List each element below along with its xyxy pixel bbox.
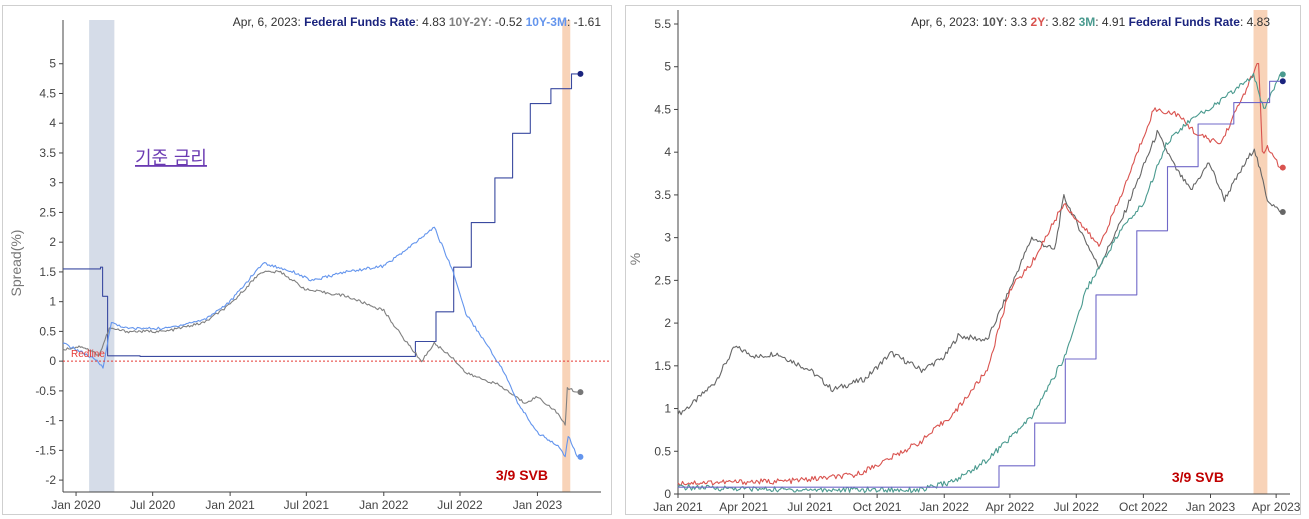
series-line-10y xyxy=(677,129,1281,416)
y-tick-label: 5.5 xyxy=(654,17,671,31)
x-tick-label: Jan 2023 xyxy=(513,498,563,512)
y-tick-label: 5 xyxy=(49,57,56,71)
y-tick-label: 2.5 xyxy=(654,273,671,287)
x-tick-label: Jul 2022 xyxy=(1054,500,1100,514)
y-axis-label: Spread(%) xyxy=(8,230,24,297)
x-tick-label: Jul 2021 xyxy=(284,498,330,512)
tooltip-header: Apr, 6, 2023: 10Y: 3.3 2Y: 3.82 3M: 4.91… xyxy=(911,15,1270,29)
shaded-period-1 xyxy=(562,20,571,492)
x-tick-label: Jul 2022 xyxy=(437,498,483,512)
tooltip-series-name: Federal Funds Rate xyxy=(304,15,416,29)
y-tick-label: -1 xyxy=(45,414,56,428)
y-tick-label: 3 xyxy=(664,231,671,245)
tooltip-series-value: : 4.83 xyxy=(1240,15,1270,29)
y-tick-label: 4.5 xyxy=(39,86,56,100)
y-tick-label: 3.5 xyxy=(654,188,671,202)
svb-annotation: 3/9 SVB xyxy=(496,467,548,483)
x-tick-label: Jul 2020 xyxy=(130,498,176,512)
y-tick-label: 1.5 xyxy=(39,265,56,279)
chart-panel-spread: 5 4.5 4 3.5 3 2.5 2 1.5 1 0.5 0 -0.5 -1 -1.5 -2 Jan 202… xyxy=(2,5,612,515)
series-end-point xyxy=(577,453,584,460)
tooltip-series-name: 2Y xyxy=(1031,15,1046,29)
tooltip-series-name: 3M xyxy=(1079,15,1096,29)
tooltip-series-value: : 4.83 xyxy=(416,15,449,29)
tooltip-series-value: : -1.61 xyxy=(567,15,601,29)
y-tick-label: 3 xyxy=(49,176,56,190)
tooltip-series-value: : 3.3 xyxy=(1004,15,1031,29)
y-tick-label: -0.5 xyxy=(35,384,56,398)
y-tick-label: -2 xyxy=(45,473,56,487)
y-tick-label: 2.5 xyxy=(39,205,56,219)
series-line-federal-funds-rate xyxy=(678,80,1280,488)
y-tick-label: 0 xyxy=(49,354,56,368)
series-end-point xyxy=(1279,71,1286,78)
series-line-10y-2y xyxy=(62,270,578,426)
chart-panel-rates: 5.5 5 4.5 4 3.5 3 2.5 2 1.5 1 0.5 0 Jan 2021 Apr 2021… xyxy=(625,5,1301,515)
x-tick-label: Jan 2022 xyxy=(359,498,409,512)
y-tick-label: 2 xyxy=(49,235,56,249)
x-tick-label: Jul 2021 xyxy=(787,500,833,514)
tooltip-series-value: : 4.91 xyxy=(1095,15,1128,29)
tooltip-series-value: : 3.82 xyxy=(1045,15,1078,29)
redline-label: Redline xyxy=(71,349,105,360)
tooltip-header: Apr, 6, 2023: Federal Funds Rate: 4.83 1… xyxy=(233,15,602,29)
x-tick-label: Jan 2023 xyxy=(1186,500,1236,514)
x-tick-label: Apr 2022 xyxy=(986,500,1035,514)
y-tick-label: 5 xyxy=(664,60,671,74)
y-tick-label: 4 xyxy=(664,145,671,159)
tooltip-series-name: 10Y-2Y xyxy=(449,15,488,29)
series-end-point xyxy=(1279,164,1286,171)
y-tick-label: 1 xyxy=(664,402,671,416)
y-tick-label: 2 xyxy=(664,316,671,330)
series-line-federal-funds-rate xyxy=(63,73,578,357)
series-line-2y xyxy=(677,62,1281,486)
series-end-point xyxy=(1279,78,1286,85)
y-tick-label: 0.5 xyxy=(654,444,671,458)
svb-annotation: 3/9 SVB xyxy=(1172,469,1224,485)
shaded-period-0 xyxy=(1253,10,1268,494)
x-tick-label: Jan 2022 xyxy=(920,500,970,514)
y-tick-label: 1.5 xyxy=(654,359,671,373)
series-end-point xyxy=(577,70,584,77)
y-tick-label: 3.5 xyxy=(39,146,56,160)
tooltip-date: Apr, 6, 2023: xyxy=(233,15,304,29)
tooltip-series-value: : -0.52 xyxy=(488,15,525,29)
tooltip-series-name: 10Y xyxy=(982,15,1003,29)
x-tick-label: Jan 2021 xyxy=(653,500,703,514)
y-tick-label: 0 xyxy=(664,487,671,501)
x-tick-label: Jan 2021 xyxy=(205,498,255,512)
series-line-3m xyxy=(677,72,1281,494)
y-tick-label: 0.5 xyxy=(39,324,56,338)
series-end-point xyxy=(577,389,584,396)
series-end-point xyxy=(1279,209,1286,215)
y-tick-label: 1 xyxy=(49,295,56,309)
tooltip-series-name: 10Y-3M xyxy=(526,15,567,29)
series-line-10y-3m xyxy=(62,226,578,458)
x-tick-label: Oct 2022 xyxy=(1119,500,1168,514)
tooltip-date: Apr, 6, 2023: xyxy=(911,15,982,29)
spread-chart: 5 4.5 4 3.5 3 2.5 2 1.5 1 0.5 0 -0.5 -1 -1.5 -2 Jan 202… xyxy=(8,15,611,512)
x-tick-label: Apr 2021 xyxy=(719,500,768,514)
y-axis-label: % xyxy=(627,253,643,265)
tooltip-series-name: Federal Funds Rate xyxy=(1129,15,1241,29)
y-tick-label: 4 xyxy=(49,116,56,130)
x-tick-label: Jan 2020 xyxy=(51,498,101,512)
shaded-period-0 xyxy=(89,20,115,492)
y-tick-label: 4.5 xyxy=(654,102,671,116)
policy-rate-annotation: 기준 금리 xyxy=(135,148,207,169)
y-tick-label: -1.5 xyxy=(35,443,56,457)
x-tick-label: Apr 2023 xyxy=(1252,500,1300,514)
x-tick-label: Oct 2021 xyxy=(853,500,902,514)
